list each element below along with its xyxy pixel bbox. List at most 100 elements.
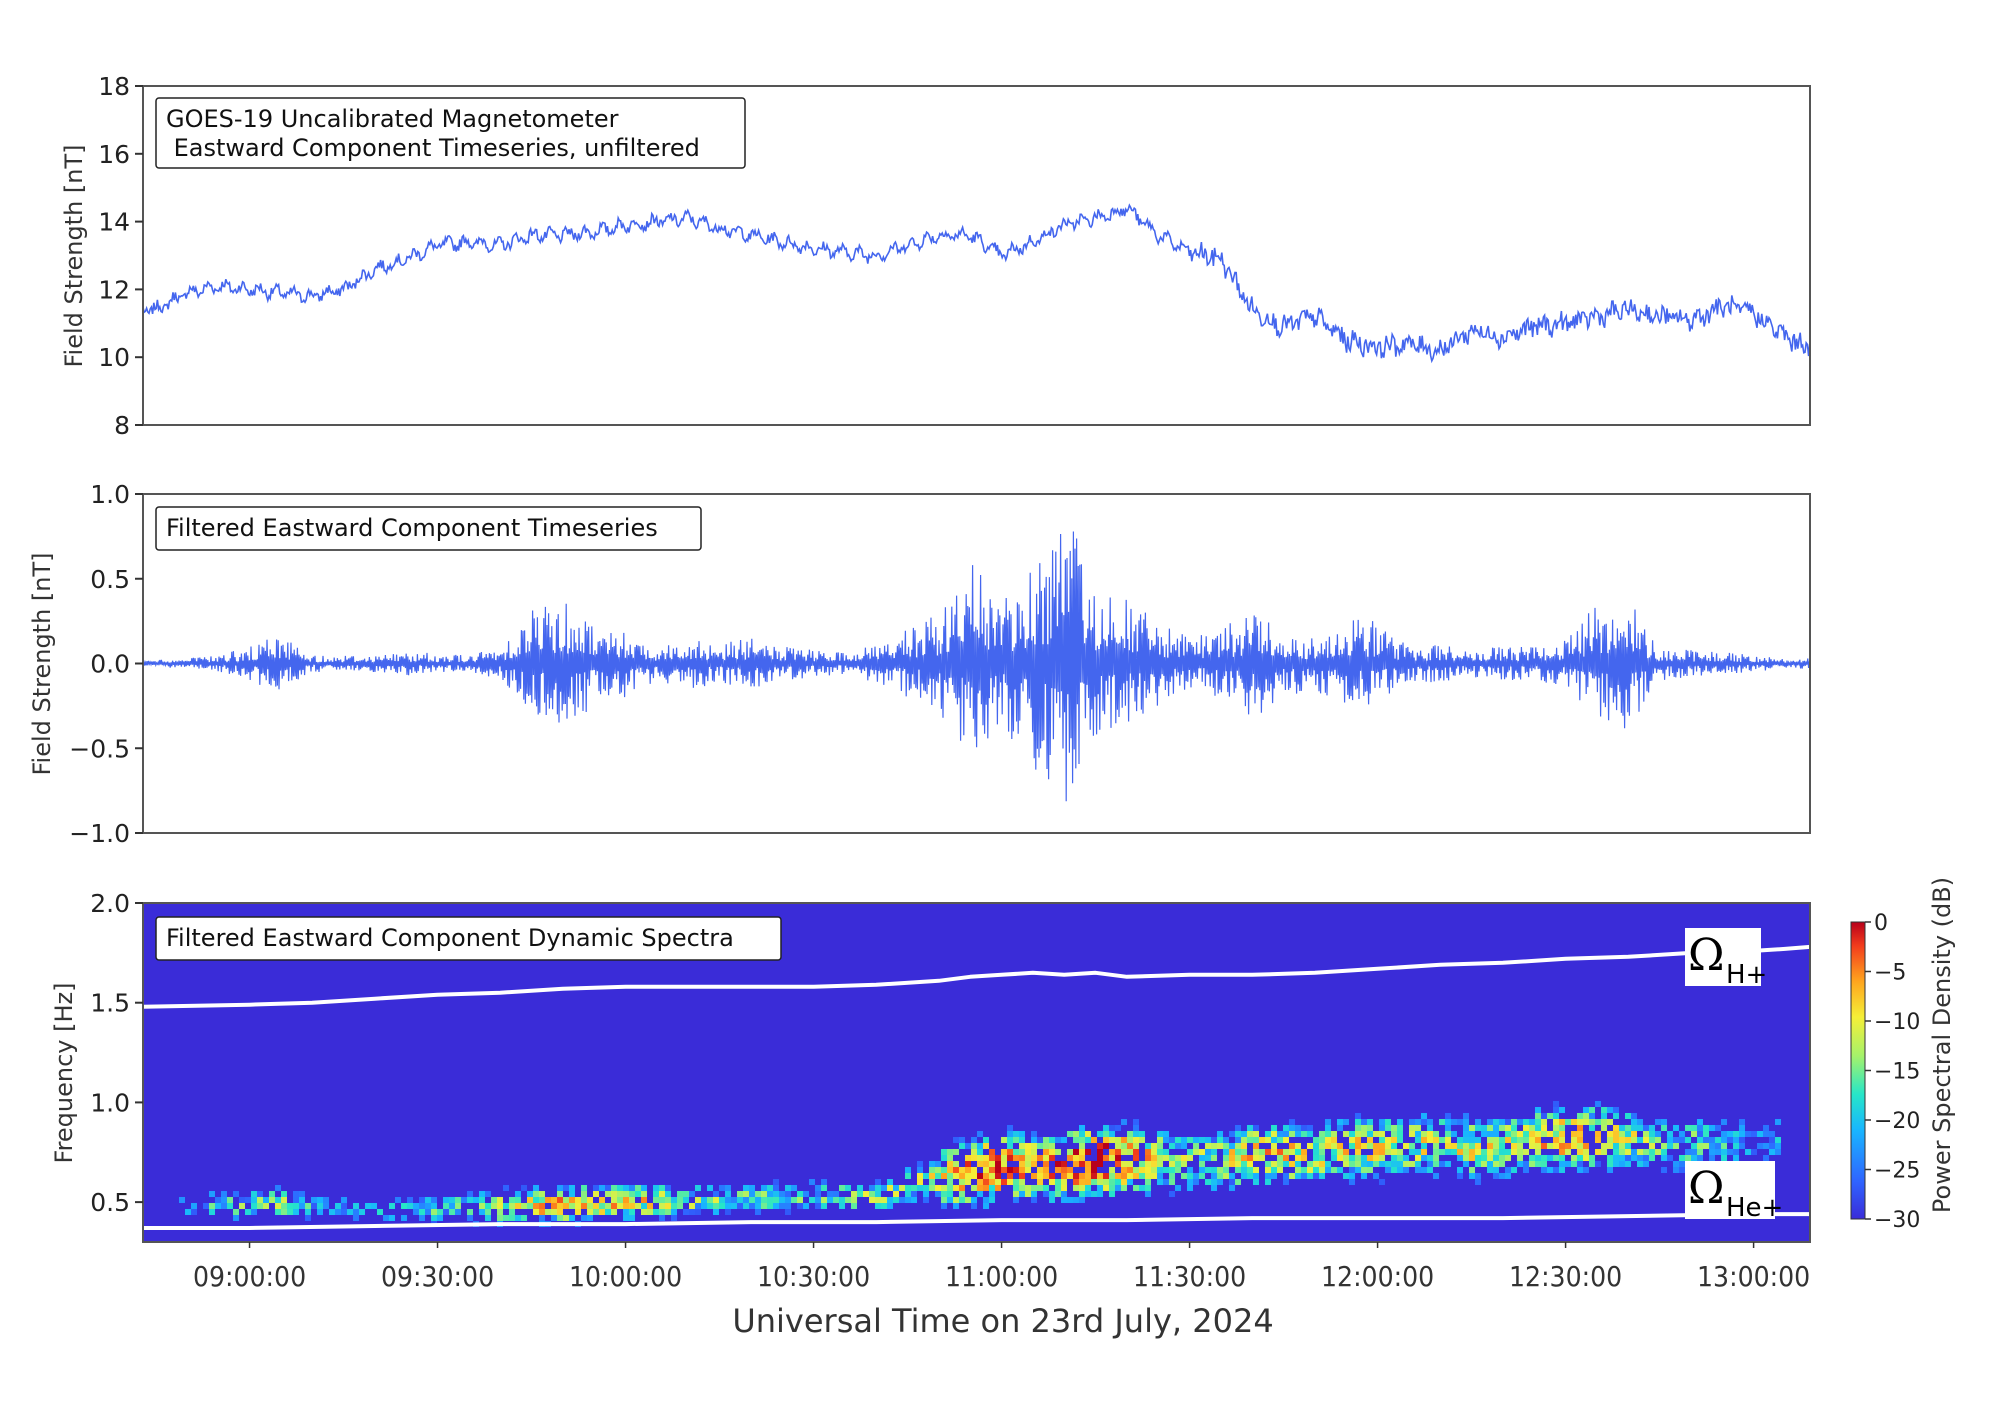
heatmap-cell: [1205, 1149, 1211, 1155]
heatmap-cell: [245, 1209, 251, 1215]
heatmap-cell: [947, 1185, 953, 1191]
heatmap-cell: [1559, 1119, 1565, 1125]
heatmap-cell: [953, 1173, 959, 1179]
heatmap-cell: [1493, 1155, 1499, 1161]
heatmap-cell: [1277, 1137, 1283, 1143]
heatmap-cell: [1145, 1155, 1151, 1161]
heatmap-cell: [1475, 1179, 1481, 1185]
heatmap-cell: [827, 1197, 833, 1203]
heatmap-cell: [335, 1203, 341, 1209]
heatmap-cell: [605, 1191, 611, 1197]
heatmap-cell: [1433, 1131, 1439, 1137]
heatmap-cell: [953, 1149, 959, 1155]
heatmap-cell: [1685, 1137, 1691, 1143]
heatmap-cell: [1379, 1149, 1385, 1155]
heatmap-cell: [419, 1197, 425, 1203]
heatmap-cell: [1775, 1143, 1781, 1149]
heatmap-cell: [1487, 1125, 1493, 1131]
heatmap-cell: [941, 1197, 947, 1203]
heatmap-cell: [1613, 1143, 1619, 1149]
heatmap-cell: [353, 1203, 359, 1209]
heatmap-cell: [1391, 1155, 1397, 1161]
heatmap-cell: [1151, 1149, 1157, 1155]
heatmap-cell: [1385, 1161, 1391, 1167]
heatmap-cell: [1271, 1137, 1277, 1143]
heatmap-cell: [815, 1191, 821, 1197]
heatmap-cell: [1061, 1191, 1067, 1197]
heatmap-cell: [1721, 1137, 1727, 1143]
heatmap-cell: [689, 1191, 695, 1197]
heatmap-cell: [1223, 1143, 1229, 1149]
heatmap-cell: [1313, 1167, 1319, 1173]
heatmap-cell: [1073, 1131, 1079, 1137]
heatmap-cell: [1325, 1119, 1331, 1125]
heatmap-cell: [989, 1173, 995, 1179]
heatmap-cell: [1541, 1155, 1547, 1161]
heatmap-cell: [491, 1197, 497, 1203]
heatmap-cell: [1565, 1143, 1571, 1149]
heatmap-cell: [1067, 1155, 1073, 1161]
heatmap-cell: [1577, 1137, 1583, 1143]
heatmap-cell: [1277, 1155, 1283, 1161]
heatmap-group: [143, 903, 1810, 1242]
heatmap-cell: [1577, 1149, 1583, 1155]
heatmap-cell: [1169, 1155, 1175, 1161]
heatmap-cell: [1445, 1161, 1451, 1167]
heatmap-cell: [1037, 1155, 1043, 1161]
heatmap-cell: [1265, 1179, 1271, 1185]
heatmap-cell: [1541, 1131, 1547, 1137]
heatmap-cell: [1175, 1161, 1181, 1167]
heatmap-cell: [1331, 1137, 1337, 1143]
heatmap-cell: [893, 1197, 899, 1203]
x-tick-label: 10:00:00: [569, 1260, 682, 1293]
heatmap-cell: [923, 1173, 929, 1179]
heatmap-cell: [1637, 1119, 1643, 1125]
heatmap-cell: [551, 1203, 557, 1209]
heatmap-cell: [311, 1197, 317, 1203]
heatmap-cell: [1625, 1149, 1631, 1155]
heatmap-cell: [251, 1203, 257, 1209]
heatmap-cell: [1541, 1119, 1547, 1125]
heatmap-cell: [1403, 1167, 1409, 1173]
heatmap-cell: [971, 1155, 977, 1161]
heatmap-cell: [1535, 1131, 1541, 1137]
heatmap-cell: [1193, 1149, 1199, 1155]
heatmap-cell: [1577, 1119, 1583, 1125]
heatmap-cell: [1553, 1107, 1559, 1113]
heatmap-cell: [587, 1203, 593, 1209]
heatmap-cell: [905, 1197, 911, 1203]
heatmap-cell: [1679, 1131, 1685, 1137]
heatmap-cell: [467, 1215, 473, 1221]
heatmap-cell: [743, 1197, 749, 1203]
heatmap-cell: [1289, 1149, 1295, 1155]
y-tick-label: 10: [98, 343, 130, 372]
heatmap-cell: [335, 1209, 341, 1215]
heatmap-cell: [1079, 1179, 1085, 1185]
heatmap-cell: [1067, 1197, 1073, 1203]
heatmap-cell: [1283, 1155, 1289, 1161]
heatmap-cell: [683, 1209, 689, 1215]
heatmap-cell: [1139, 1131, 1145, 1137]
heatmap-cell: [1691, 1131, 1697, 1137]
heatmap-cell: [797, 1197, 803, 1203]
heatmap-cell: [1151, 1161, 1157, 1167]
heatmap-cell: [599, 1185, 605, 1191]
heatmap-cell: [1547, 1131, 1553, 1137]
heatmap-cell: [809, 1197, 815, 1203]
heatmap-cell: [191, 1203, 197, 1209]
heatmap-cell: [389, 1203, 395, 1209]
y-tick-label: 1.0: [90, 1088, 130, 1117]
heatmap-cell: [1127, 1137, 1133, 1143]
y-tick-label: −1.0: [69, 819, 130, 848]
heatmap-cell: [1145, 1149, 1151, 1155]
heatmap-cell: [1415, 1119, 1421, 1125]
heatmap-cell: [875, 1203, 881, 1209]
heatmap-cell: [1241, 1143, 1247, 1149]
heatmap-cell: [923, 1197, 929, 1203]
heatmap-cell: [1037, 1179, 1043, 1185]
heatmap-cell: [1409, 1131, 1415, 1137]
heatmap-cell: [221, 1191, 227, 1197]
heatmap-cell: [1145, 1191, 1151, 1197]
heatmap-cell: [1613, 1125, 1619, 1131]
heatmap-cell: [1019, 1173, 1025, 1179]
